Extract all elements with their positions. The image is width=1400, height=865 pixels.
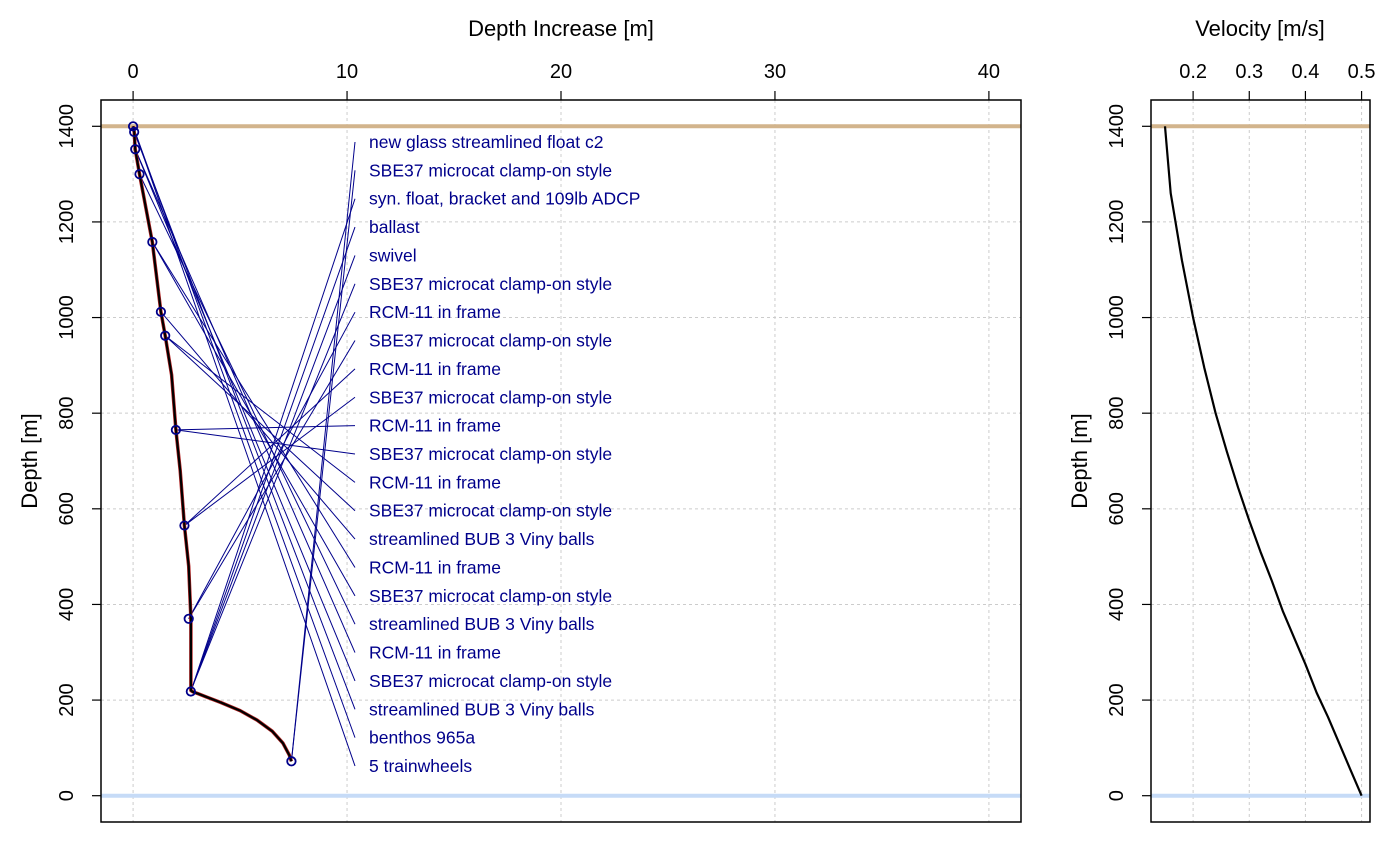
- instrument-label-6: RCM-11 in frame: [369, 302, 501, 322]
- velocity-y-tick-label-6: 1200: [1106, 200, 1128, 245]
- knockdown-x-tick-label-1: 10: [336, 61, 358, 83]
- velocity-y-tick-label-7: 1400: [1106, 104, 1128, 148]
- instrument-label-20: streamlined BUB 3 Viny balls: [369, 699, 595, 719]
- instrument-label-16: SBE37 microcat clamp-on style: [369, 586, 612, 606]
- instrument-leader-line-9: [184, 396, 356, 526]
- knockdown-x-axis-title: Depth Increase [m]: [468, 16, 654, 41]
- instrument-label-7: SBE37 microcat clamp-on style: [369, 331, 612, 351]
- instrument-label-13: SBE37 microcat clamp-on style: [369, 501, 612, 521]
- knockdown-x-tick-label-2: 20: [550, 61, 572, 83]
- knockdown-plot-frame: [100, 99, 1022, 823]
- instrument-marker-15: [147, 236, 158, 248]
- knockdown-y-axis: 0 200 400 600 800 1000 1200 1400: [56, 104, 101, 801]
- instrument-label-2: syn. float, bracket and 109lb ADCP: [369, 189, 640, 209]
- instrument-leader-line-16: [151, 241, 356, 597]
- instrument-label-19: SBE37 microcat clamp-on style: [369, 671, 612, 691]
- instrument-label-21: benthos 965a: [369, 728, 475, 748]
- instrument-leader-line-11: [175, 429, 356, 455]
- instrument-label-14: streamlined BUB 3 Viny balls: [369, 529, 595, 549]
- instrument-leader-line-22: [132, 126, 356, 767]
- knockdown-y-tick-label-6: 1200: [56, 200, 78, 245]
- instrument-leader-line-21: [132, 126, 356, 738]
- instrument-label-8: RCM-11 in frame: [369, 359, 501, 379]
- knockdown-y-tick-label-7: 1400: [56, 104, 78, 148]
- velocity-y-axis: 0 200 400 600 800 1000 1200 1400: [1106, 104, 1151, 801]
- velocity-grid: [1151, 100, 1370, 822]
- instrument-leader-line-2: [190, 198, 356, 692]
- knockdown-profile: [131, 125, 294, 762]
- velocity-y-axis-title: Depth [m]: [1067, 413, 1092, 508]
- knockdown-y-tick-label-4: 800: [56, 396, 78, 429]
- instrument-marker-18: [130, 144, 141, 155]
- velocity-plot-frame: [1150, 99, 1371, 823]
- instrument-label-15: RCM-11 in frame: [369, 557, 501, 577]
- instrument-label-4: swivel: [369, 245, 417, 265]
- knockdown-panel: new glass streamlined float c2 SBE37 micr…: [17, 16, 1022, 823]
- instrument-leader-line-12: [164, 335, 356, 483]
- knockdown-x-tick-label-0: 0: [128, 61, 139, 83]
- instrument-marker-12: [160, 330, 171, 341]
- instrument-label-3: ballast: [369, 217, 420, 237]
- instrument-marker-6: [183, 613, 194, 624]
- velocity-x-tick-label-2: 0.4: [1292, 61, 1320, 83]
- instrument-marker-14: [155, 306, 167, 317]
- knockdown-instrument-labels: new glass streamlined float c2 SBE37 micr…: [369, 132, 640, 776]
- knockdown-y-axis-title: Depth [m]: [17, 413, 42, 508]
- instrument-label-11: SBE37 microcat clamp-on style: [369, 444, 612, 464]
- velocity-x-tick-label-3: 0.5: [1348, 61, 1376, 83]
- velocity-water-lines: [1151, 124, 1370, 798]
- instrument-leader-line-13: [164, 335, 356, 512]
- instrument-label-9: SBE37 microcat clamp-on style: [369, 387, 612, 407]
- velocity-x-tick-label-1: 0.3: [1235, 61, 1263, 83]
- velocity-y-tick-label-1: 200: [1106, 683, 1128, 716]
- instrument-leader-line-6: [188, 311, 356, 620]
- knockdown-instrument-markers: [127, 121, 297, 767]
- instrument-marker-8: [179, 520, 190, 531]
- instrument-leader-line-18: [134, 149, 356, 653]
- instrument-leader-line-0: [290, 141, 356, 762]
- instrument-marker-21: [127, 121, 139, 132]
- velocity-x-axis-title: Velocity [m/s]: [1195, 16, 1325, 41]
- knockdown-y-tick-label-1: 200: [56, 683, 78, 716]
- instrument-leader-line-20: [133, 131, 356, 710]
- instrument-leader-line-15: [151, 241, 356, 568]
- instrument-marker-0: [286, 756, 297, 767]
- knockdown-x-axis: 0 10 20 30 40: [128, 61, 1000, 100]
- knockdown-x-tick-label-4: 40: [978, 61, 1000, 83]
- instrument-marker-20: [129, 126, 140, 138]
- velocity-profile: [1163, 126, 1363, 797]
- instrument-label-0: new glass streamlined float c2: [369, 132, 603, 152]
- velocity-y-tick-label-0: 0: [1106, 790, 1128, 801]
- instrument-label-12: RCM-11 in frame: [369, 472, 501, 492]
- instrument-leader-line-4: [190, 255, 356, 692]
- instrument-label-17: streamlined BUB 3 Viny balls: [369, 614, 595, 634]
- velocity-y-tick-label-3: 600: [1106, 492, 1128, 525]
- knockdown-y-tick-label-5: 1000: [56, 295, 78, 340]
- knockdown-y-tick-label-2: 400: [56, 588, 78, 621]
- instrument-marker-10: [170, 424, 181, 436]
- instrument-marker-2: [185, 686, 196, 697]
- velocity-panel: 0.2 0.3 0.4 0.5 0 200 400 600 800 1000 1200 1400 V…: [1067, 16, 1375, 823]
- velocity-x-axis: 0.2 0.3 0.4 0.5: [1179, 61, 1375, 100]
- velocity-y-tick-label-5: 1000: [1106, 295, 1128, 340]
- instrument-label-1: SBE37 microcat clamp-on style: [369, 160, 612, 180]
- instrument-label-22: 5 trainwheels: [369, 756, 472, 776]
- knockdown-y-tick-label-0: 0: [56, 790, 78, 801]
- instrument-marker-17: [134, 169, 145, 180]
- knockdown-profile-line: [132, 126, 293, 762]
- knockdown-y-tick-label-3: 600: [56, 492, 78, 525]
- velocity-y-tick-label-4: 800: [1106, 396, 1128, 429]
- instrument-label-18: RCM-11 in frame: [369, 643, 501, 663]
- knockdown-water-lines: [101, 124, 1021, 798]
- velocity-x-tick-label-0: 0.2: [1179, 61, 1207, 83]
- instrument-label-5: SBE37 microcat clamp-on style: [369, 274, 612, 294]
- knockdown-x-tick-label-3: 30: [764, 61, 786, 83]
- instrument-label-10: RCM-11 in frame: [369, 416, 501, 436]
- knockdown-leader-lines: [132, 126, 356, 767]
- velocity-y-tick-label-2: 400: [1106, 588, 1128, 621]
- instrument-leader-line-1: [290, 170, 356, 762]
- instrument-leader-line-5: [190, 283, 356, 691]
- velocity-profile-line: [1163, 126, 1363, 797]
